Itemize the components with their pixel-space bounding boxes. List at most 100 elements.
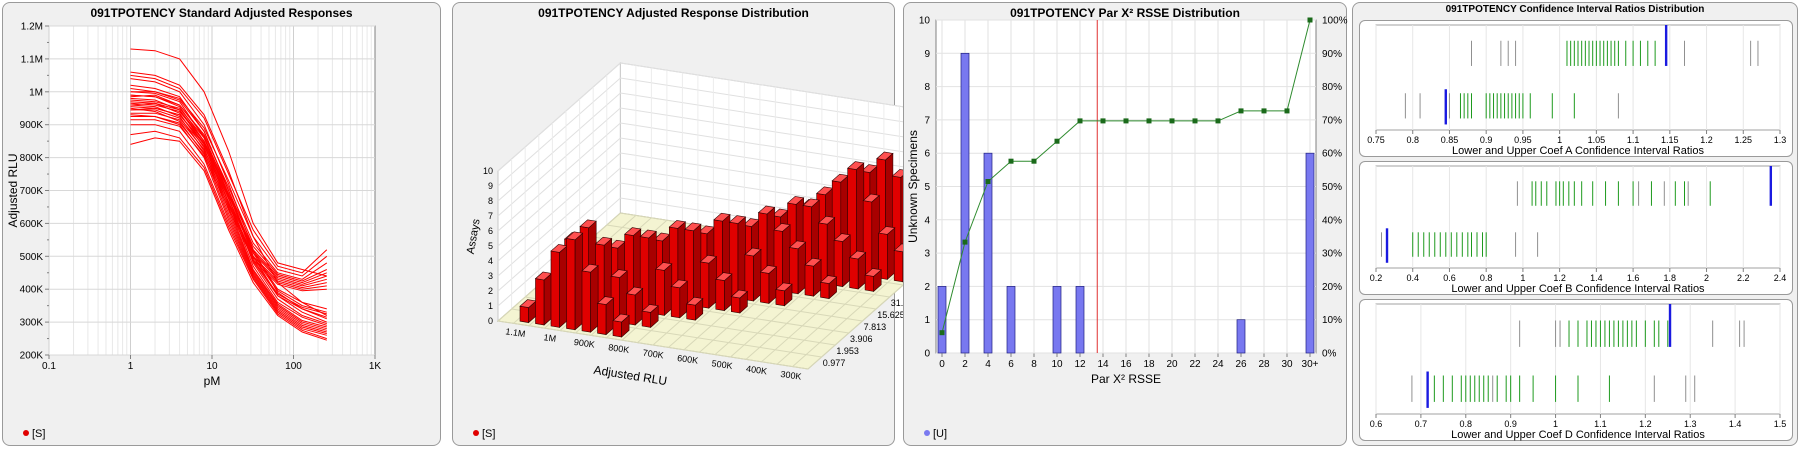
strip-chart-coef-a[interactable]: 0.75 0.8 0.85 0.9 0.95 1 1.05 1.1 1.15 1.2 1.25 1.3… (1359, 20, 1793, 157)
x-tick-label: 0.95 (1514, 135, 1532, 145)
panel-title: 091TPOTENCY Adjusted Response Distributi… (538, 6, 809, 20)
y2-tick-label: 50% (1322, 182, 1342, 193)
series-line (130, 130, 327, 340)
y-tick-label: 600K (20, 219, 44, 230)
z-tick-label: 3 (488, 271, 493, 281)
histogram-chart[interactable]: 0 2 4 6 8 10 12 14 16 18 20 22 24 26 28 30 30+0123456789… (904, 3, 1348, 447)
z-tick-label: 8 (488, 196, 493, 206)
x-tick-label: 2.4 (1774, 273, 1787, 283)
cumulative-point (1146, 118, 1152, 124)
x-tick-label: 10 (206, 361, 218, 372)
bar3d (610, 269, 628, 324)
legend-label: [U] (933, 428, 948, 440)
x-tick-label: 0.8 (1406, 135, 1419, 145)
histogram-bar (983, 152, 993, 354)
cumulative-point (985, 179, 991, 185)
bar-front (597, 302, 607, 335)
bar3d (715, 272, 733, 312)
histogram-bar (1075, 286, 1085, 354)
strip-chart-coef-d[interactable]: 0.6 0.7 0.8 0.9 1 1.1 1.2 1.3 1.4 1.5 Lower and Up… (1359, 299, 1793, 441)
panel-confidence-interval-ratios: 091TPOTENCY Confidence Interval Ratios D… (1352, 2, 1798, 446)
y2-tick-label: 30% (1322, 249, 1342, 260)
y-tick-label: 7 (924, 115, 930, 126)
bar-side (886, 227, 896, 281)
cumulative-point (1169, 118, 1175, 124)
y-tick-label: 0 (924, 349, 930, 360)
bar-top (612, 313, 630, 323)
bar3d (833, 233, 851, 288)
x-tick-label: 0.9 (1504, 419, 1517, 429)
legend[interactable]: [S] (473, 428, 495, 440)
bar-top (713, 212, 731, 222)
y-tick-label: 500K (20, 252, 44, 263)
y-tick-label: 3.906 (850, 334, 873, 344)
bar3d (848, 250, 867, 290)
x-tick-label: 1 (1553, 419, 1558, 429)
bar-top (596, 296, 615, 305)
bar-top (833, 233, 851, 242)
x-axis-label: Adjusted RLU (593, 363, 668, 388)
bar3d (804, 257, 822, 297)
series-line (130, 101, 327, 330)
x-tick-label: 1 (1520, 273, 1525, 283)
x-tick-label: 30 (1281, 359, 1293, 370)
bar-top (775, 282, 793, 292)
x-tick-label: 0.1 (42, 361, 56, 372)
x-tick-label: 1M (543, 332, 557, 344)
y-tick-label: 15.625 (877, 310, 905, 320)
x-tick-label: 1.25 (1735, 135, 1753, 145)
z-tick-label: 1 (488, 301, 493, 311)
bar-front (519, 305, 529, 323)
x-tick-label: 1.1M (505, 326, 526, 339)
bar-front (581, 270, 591, 333)
bar3d (550, 244, 568, 329)
bar3d (612, 313, 630, 338)
cumulative-point (1031, 158, 1037, 164)
bar-top (802, 198, 820, 208)
strip-chart-coef-b[interactable]: 0.2 0.4 0.6 0.8 1 1.2 1.4 1.6 1.8 2 2.2 2.4 Lower an… (1359, 161, 1793, 295)
bar-top (670, 279, 688, 289)
series-line (130, 71, 328, 316)
line-chart[interactable]: 200K 300K 400K 500K 600K 700K 800K 900K 1M 1.1M 1.… (3, 3, 442, 447)
x-tick-label: 12 (1074, 359, 1086, 370)
series-line (130, 88, 328, 277)
bar-top (655, 262, 673, 271)
y2-tick-label: 60% (1322, 149, 1342, 160)
x-tick-label: 900K (573, 337, 595, 350)
bar-front (612, 320, 622, 338)
cumulative-point (1215, 118, 1221, 124)
x-tick-label: 2 (962, 359, 968, 370)
bar-top (819, 275, 838, 284)
histogram-bar (1006, 286, 1016, 354)
bar-front (864, 274, 875, 292)
series-line (130, 94, 327, 326)
bar-side (559, 245, 568, 329)
x-tick-label: 700K (642, 348, 664, 361)
y2-tick-label: 20% (1322, 282, 1342, 293)
bar-top (639, 229, 657, 239)
cumulative-point (1054, 138, 1060, 144)
y-tick-label: 10 (919, 16, 931, 27)
bar-top (786, 196, 805, 205)
bar-side (826, 216, 836, 285)
x-tick-label: 600K (677, 353, 699, 366)
bar-top (848, 250, 867, 260)
legend[interactable]: [U] (924, 428, 947, 440)
bar-top (817, 215, 836, 225)
bar-front (566, 238, 576, 331)
bar-top (876, 151, 894, 161)
x-tick-label: 28 (1258, 359, 1270, 370)
x-axis-label: Lower and Upper Coef D Confidence Interv… (1451, 429, 1705, 441)
bar3d (759, 265, 778, 305)
bar-top (581, 263, 599, 273)
cumulative-point (1192, 118, 1198, 124)
bar3d (596, 296, 615, 336)
legend[interactable]: [S] (23, 428, 45, 440)
bar-top (878, 226, 896, 235)
series-line (130, 104, 327, 331)
series-line (130, 107, 327, 318)
x-tick-label: 1.8 (1664, 273, 1677, 283)
bar-front (849, 257, 859, 290)
x-axis-label: Lower and Upper Coef B Confidence Interv… (1451, 283, 1705, 295)
